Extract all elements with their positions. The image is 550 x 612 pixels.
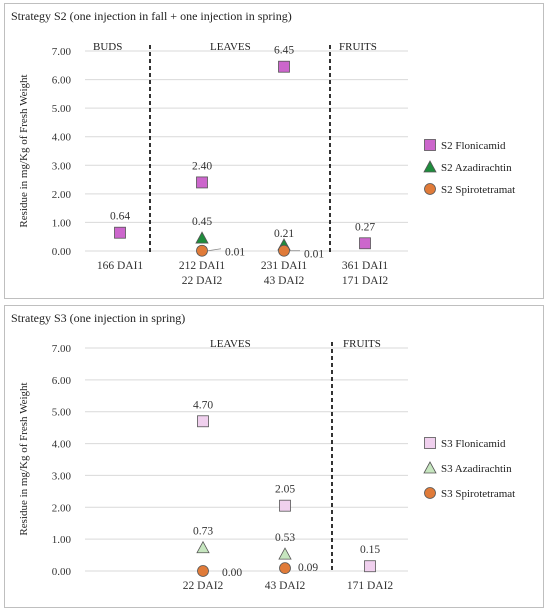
x-tick-label: 231 DAI1 <box>261 260 308 272</box>
data-point <box>278 244 290 257</box>
data-point <box>279 562 291 575</box>
y-tick-label: 1.00 <box>52 534 72 546</box>
legend-label: S2 Flonicamid <box>441 140 506 152</box>
y-tick-label: 0.00 <box>52 246 72 258</box>
section-label: FRUITS <box>343 338 381 350</box>
y-tick-label: 7.00 <box>52 46 72 58</box>
data-label: 0.00 <box>222 567 242 579</box>
legend-marker <box>424 437 436 449</box>
chart-panel-s3: Strategy S3 (one injection in spring) 0.… <box>4 305 544 608</box>
y-tick-label: 3.00 <box>52 470 72 482</box>
section-label: LEAVES <box>210 338 251 350</box>
x-tick-label: 43 DAI2 <box>264 275 305 287</box>
y-tick-label: 2.00 <box>52 502 72 514</box>
data-point <box>359 237 371 250</box>
chart-svg-s3: 0.00 1.00 2.00 3.00 4.00 5.00 6.00 7.00 Residue … <box>18 338 515 592</box>
data-point <box>196 540 210 554</box>
legend-label: S2 Azadirachtin <box>441 162 512 174</box>
data-label: 4.70 <box>193 399 213 411</box>
data-label: 2.40 <box>192 160 212 172</box>
data-label: 0.01 <box>304 249 324 261</box>
x-tick-label: 361 DAI1 <box>342 260 389 272</box>
data-label: 0.27 <box>355 221 375 233</box>
data-label: 2.05 <box>275 484 295 496</box>
data-point <box>196 176 208 189</box>
data-point <box>196 244 208 257</box>
legend-label: S3 Azadirachtin <box>441 463 512 475</box>
x-tick-label: 43 DAI2 <box>265 580 306 592</box>
data-label: 0.73 <box>193 526 213 538</box>
y-tick-label: 5.00 <box>52 407 72 419</box>
chart-svg-s2: 0.00 1.00 2.00 3.00 4.00 5.00 6.00 7.00 Residue … <box>18 41 515 287</box>
x-tick-label: 171 DAI2 <box>342 275 389 287</box>
legend-marker <box>424 487 436 499</box>
data-point <box>278 60 290 73</box>
data-label: 0.53 <box>275 532 295 544</box>
data-label: 0.21 <box>274 228 294 240</box>
x-tick-label: 166 DAI1 <box>97 260 144 272</box>
y-axis-label: Residue in mg/Kg of Fresh Weight <box>18 74 30 227</box>
legend-marker <box>423 160 437 173</box>
y-axis-label: Residue in mg/Kg of Fresh Weight <box>18 382 30 535</box>
y-tick-label: 5.00 <box>52 103 72 115</box>
y-tick-label: 7.00 <box>52 343 72 355</box>
data-point <box>278 547 292 560</box>
section-label: BUDS <box>93 41 122 53</box>
data-point <box>364 560 376 573</box>
legend-marker <box>424 183 436 195</box>
section-label: FRUITS <box>339 41 377 53</box>
data-point <box>279 499 291 512</box>
data-label: 0.09 <box>298 562 318 574</box>
data-point <box>197 415 209 428</box>
data-point <box>195 231 209 244</box>
legend-label: S3 Flonicamid <box>441 438 506 450</box>
data-label: 0.15 <box>360 544 380 556</box>
y-tick-label: 6.00 <box>52 375 72 387</box>
legend-marker <box>424 139 436 151</box>
section-label: LEAVES <box>210 41 251 53</box>
data-label: 0.64 <box>110 211 130 223</box>
x-tick-label: 171 DAI2 <box>347 580 394 592</box>
data-label: 6.45 <box>274 45 294 57</box>
y-tick-label: 4.00 <box>52 132 72 144</box>
y-tick-label: 4.00 <box>52 439 72 451</box>
legend-label: S3 Spirotetramat <box>441 488 515 500</box>
chart-title: Strategy S2 (one injection in fall + one… <box>11 9 292 23</box>
x-tick-label: 22 DAI2 <box>183 580 224 592</box>
data-label: 0.45 <box>192 216 212 228</box>
legend-label: S2 Spirotetramat <box>441 184 515 196</box>
legend-marker <box>423 461 437 474</box>
y-tick-label: 1.00 <box>52 217 72 229</box>
y-tick-label: 2.00 <box>52 189 72 201</box>
data-label-leader <box>207 248 222 252</box>
y-tick-label: 6.00 <box>52 75 72 87</box>
chart-panel-s2: Strategy S2 (one injection in fall + one… <box>4 3 544 299</box>
y-tick-label: 0.00 <box>52 566 72 578</box>
x-tick-label: 212 DAI1 <box>179 260 226 272</box>
chart-title: Strategy S3 (one injection in spring) <box>11 311 186 325</box>
data-point <box>197 565 209 577</box>
y-tick-label: 3.00 <box>52 160 72 172</box>
x-tick-label: 22 DAI2 <box>182 275 223 287</box>
data-label: 0.01 <box>225 247 245 259</box>
data-point <box>114 226 126 239</box>
